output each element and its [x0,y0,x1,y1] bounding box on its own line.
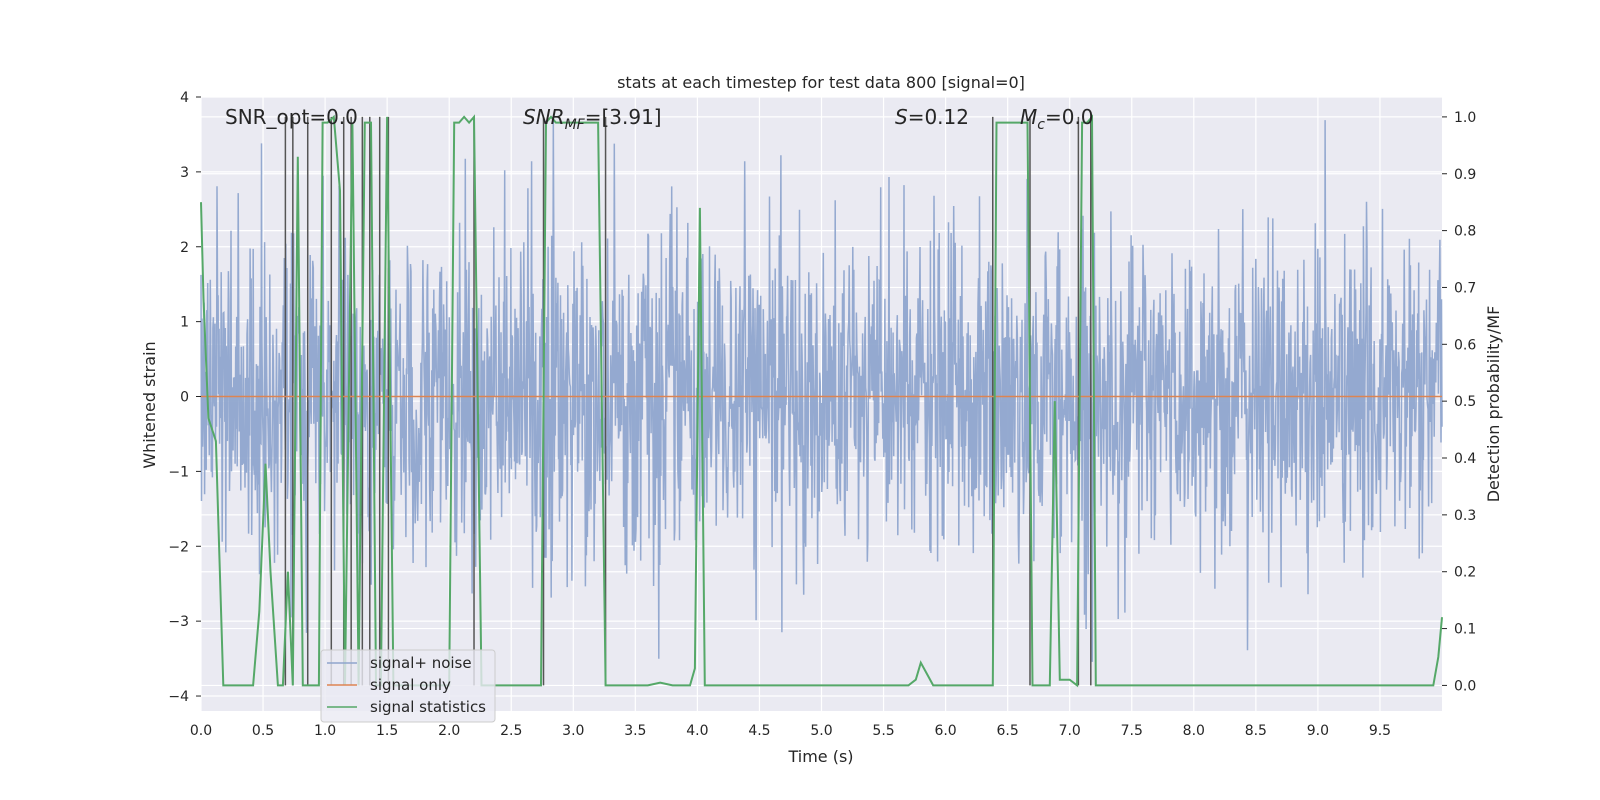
y-tick-label: 0 [180,390,189,406]
y2-tick-labels: 1.0 0.9 0.8 0.7 0.6 0.5 0.4 0.3 0.2 0.1 0.0 [1442,110,1476,694]
mc-value: =0.0 [1045,105,1094,129]
y2-tick-label: 0.5 [1454,394,1476,410]
snr-mf-value: =[3.91] [585,105,662,129]
annotation-mc: Mc=0.0 [1020,105,1094,133]
x-tick-label: 0.5 [252,723,274,739]
y-tick-label: 3 [180,165,189,181]
mc-symbol: M [1020,105,1037,129]
s-symbol: S [895,105,908,129]
y2-tick-label: 0.9 [1454,167,1476,183]
y2-tick-label: 0.3 [1454,508,1476,524]
signal-statistics-line [200,114,1443,688]
x-tick-label: 4.0 [686,723,708,739]
x-tick-label: 0.0 [190,723,212,739]
legend-box [320,649,496,723]
s-value: =0.12 [908,105,969,129]
y2-tick-label: 0.6 [1454,337,1476,353]
y-tick-label: 2 [180,240,189,256]
y-tick-label: −3 [168,614,189,630]
x-tick-label: 6.0 [934,723,956,739]
x-axis-label: Time (s) [787,747,853,766]
signal-noise-series [200,119,1443,662]
x-tick-label: 9.0 [1307,723,1329,739]
y-tick-label: −2 [168,539,189,555]
x-tick-label: 8.5 [1245,723,1267,739]
annotation-snr-mf: SNRMF=[3.91] [523,105,662,133]
x-tick-label: 7.5 [1121,723,1143,739]
legend-label-signal-statistics: signal statistics [370,698,486,716]
x-tick-label: 2.5 [500,723,522,739]
y2-tick-label: 0.8 [1454,224,1476,240]
x-tick-label: 3.0 [562,723,584,739]
x-tick-label: 5.0 [810,723,832,739]
x-tick-label: 5.5 [872,723,894,739]
legend: signal+ noise signal only signal statist… [320,649,496,723]
mc-subscript: c [1037,117,1045,133]
y-tick-label: 1 [180,315,189,331]
x-tick-labels: 0.0 0.5 1.0 1.5 2.0 2.5 3.0 3.5 4.0 4.5 5.0 5.5 6.0 6… [190,723,1391,739]
y-tick-labels: 4 3 2 1 0 −1 −2 −3 −4 [168,90,201,705]
legend-label-signal-noise: signal+ noise [370,654,472,672]
x-tick-label: 6.5 [997,723,1019,739]
snr-mf-subscript: MF [565,117,586,133]
chart-title: stats at each timestep for test data 800… [617,73,1025,92]
y-axis-label: Whitened strain [140,341,159,468]
y2-tick-label: 0.7 [1454,280,1476,296]
annotation-s: S=0.12 [895,105,969,129]
annotation-snr-opt: SNR_opt=0.0 [225,105,358,129]
signal-noise-line [200,119,1443,662]
y-tick-label: −4 [168,689,189,705]
y2-tick-label: 0.4 [1454,451,1476,467]
y2-tick-label: 0.0 [1454,678,1476,694]
x-tick-label: 9.5 [1369,723,1391,739]
x-tick-label: 1.0 [314,723,336,739]
x-tick-label: 2.0 [438,723,460,739]
x-tick-label: 8.0 [1183,723,1205,739]
x-tick-label: 7.0 [1059,723,1081,739]
y-tick-label: −1 [168,464,189,480]
snr-mf-symbol: SNR [523,105,565,129]
x-tick-label: 3.5 [624,723,646,739]
y2-tick-label: 0.1 [1454,622,1476,638]
x-tick-label: 1.5 [376,723,398,739]
y2-tick-label: 0.2 [1454,565,1476,581]
y2-tick-label: 1.0 [1454,110,1476,126]
y-tick-label: 4 [180,90,189,106]
signal-statistics-series [200,114,1443,688]
x-tick-label: 4.5 [748,723,770,739]
legend-label-signal-only: signal only [370,676,451,694]
y2-axis-label: Detection probability/MF [1484,306,1503,503]
